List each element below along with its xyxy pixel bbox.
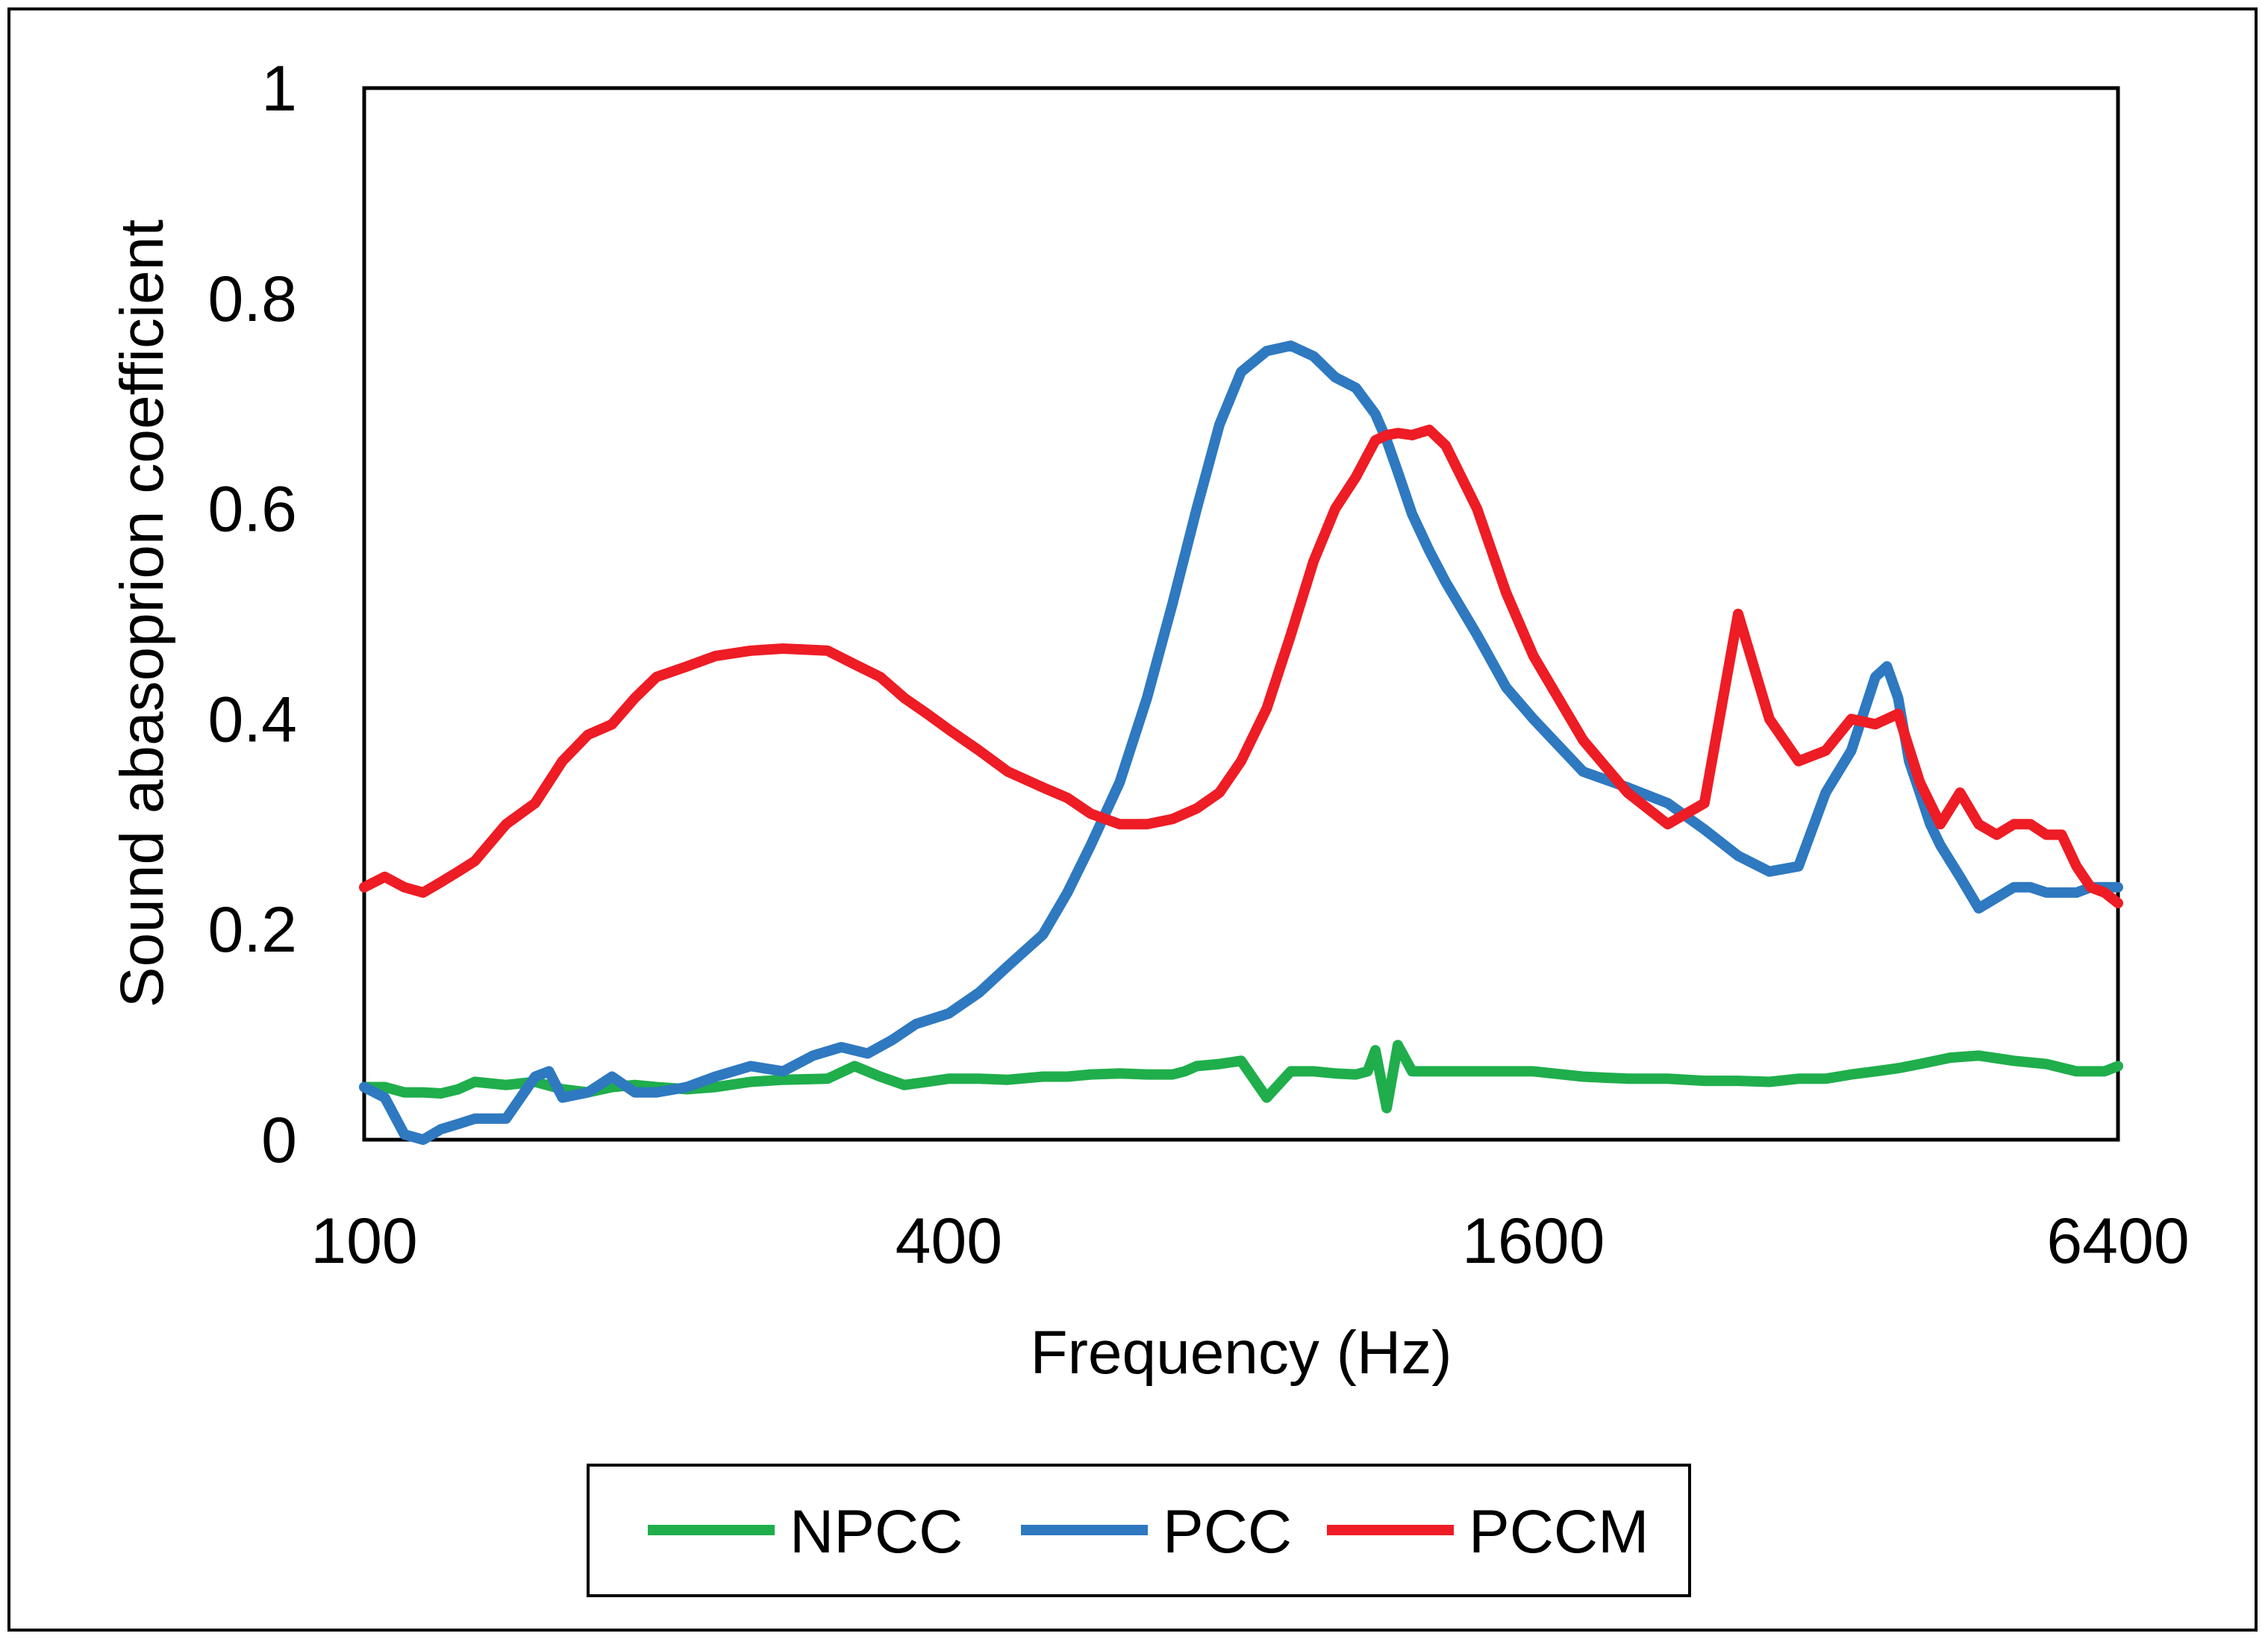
x-axis-title: Frequency (Hz): [1030, 1319, 1452, 1387]
series-line-pccm: [359, 424, 2123, 908]
legend-label-pcc: PCC: [1163, 1498, 1292, 1566]
x-tick-labels: 100 400 1600 6400: [310, 1205, 2189, 1277]
plot-area-border: [362, 86, 2120, 1142]
x-tick-label: 100: [310, 1205, 418, 1277]
x-tick-label: 6400: [2046, 1205, 2189, 1277]
y-tick-label: 0: [261, 1105, 297, 1176]
y-tick-label: 0.4: [207, 684, 297, 755]
series-line-pcc: [359, 340, 2123, 1145]
y-tick-label: 1: [261, 53, 297, 125]
legend-label-pccm: PCCM: [1469, 1498, 1649, 1566]
x-tick-label: 400: [896, 1205, 1003, 1277]
y-tick-labels: 0 0.2 0.4 0.6 0.8 1: [207, 53, 297, 1176]
y-tick-label: 0.6: [207, 474, 297, 546]
legend: NPCC PCC PCCM: [587, 1464, 1691, 1597]
y-tick-label: 0.2: [207, 894, 297, 966]
series-lines: [359, 340, 2123, 1145]
legend-label-npcc: NPCC: [790, 1498, 963, 1566]
series-line-npcc: [359, 1040, 2123, 1114]
x-tick-label: 1600: [1462, 1205, 1605, 1277]
y-axis-title: Sound abasoprion coefficient: [108, 219, 176, 1008]
y-tick-label: 0.8: [207, 263, 297, 335]
